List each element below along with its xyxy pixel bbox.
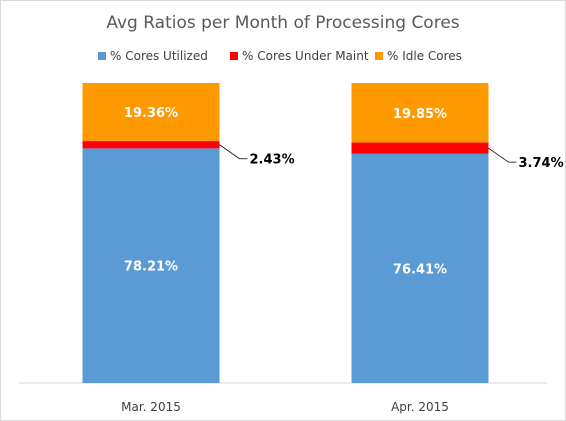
legend-label-idle-cores: % Idle Cores bbox=[387, 49, 462, 63]
data-label-bar-1-series-1: 3.74% bbox=[519, 156, 564, 171]
bar-0-series-0 bbox=[82, 148, 220, 383]
data-label-bar-1-series-0: 76.41% bbox=[393, 262, 447, 277]
legend: % Cores Utilized % Cores Under Maint % Idl… bbox=[98, 49, 462, 63]
bar-0-series-1 bbox=[82, 141, 220, 149]
bar-0-series-2 bbox=[82, 83, 220, 142]
legend-swatch-cores-utilized bbox=[98, 52, 106, 60]
legend-swatch-cores-under-maint bbox=[230, 52, 238, 60]
data-label-bar-0-series-2: 19.36% bbox=[124, 106, 178, 121]
category-label-0: Mar. 2015 bbox=[121, 400, 181, 414]
category-labels: Mar. 2015 Apr. 2015 bbox=[121, 400, 449, 414]
bars bbox=[82, 83, 489, 383]
bar-1-series-2 bbox=[351, 83, 489, 143]
data-label-bar-1-series-2: 19.85% bbox=[393, 107, 447, 122]
data-labels: 78.21% 2.43% 19.36% 76.41% 3.74% 19.85% bbox=[124, 106, 564, 277]
category-label-1: Apr. 2015 bbox=[391, 400, 449, 414]
bar-1-series-1 bbox=[351, 142, 489, 154]
chart-title: Avg Ratios per Month of Processing Cores bbox=[106, 13, 459, 33]
bar-1-series-0 bbox=[351, 153, 489, 383]
legend-label-cores-utilized: % Cores Utilized bbox=[110, 49, 208, 63]
data-label-bar-0-series-1: 2.43% bbox=[250, 153, 295, 168]
leader-line-0 bbox=[219, 144, 248, 160]
leader-line-1 bbox=[488, 147, 517, 163]
legend-swatch-idle-cores bbox=[375, 52, 383, 60]
legend-label-cores-under-maint: % Cores Under Maint bbox=[242, 49, 369, 63]
data-label-bar-0-series-0: 78.21% bbox=[124, 260, 178, 275]
